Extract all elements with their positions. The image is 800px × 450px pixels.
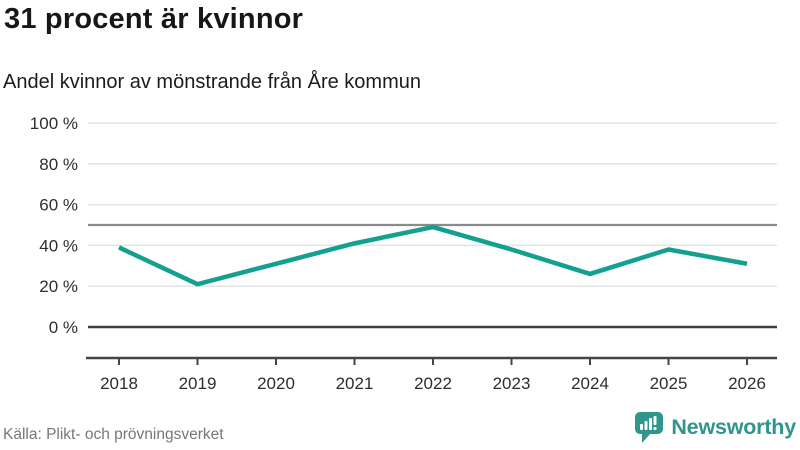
svg-text:2018: 2018 [100, 374, 138, 393]
newsworthy-logo-icon [635, 412, 664, 443]
svg-text:2020: 2020 [257, 374, 295, 393]
svg-text:2019: 2019 [179, 374, 217, 393]
svg-text:20 %: 20 % [39, 277, 78, 296]
y-axis-labels: 0 % 20 % 40 % 60 % 80 % 100 % [30, 114, 78, 337]
brand-name: Newsworthy [671, 415, 796, 439]
svg-text:60 %: 60 % [39, 196, 78, 215]
svg-text:80 %: 80 % [39, 155, 78, 174]
svg-text:40 %: 40 % [39, 236, 78, 255]
x-axis-labels: 2018 2019 2020 2021 2022 2023 2024 2025 2026 [100, 374, 766, 393]
gridlines [88, 122, 777, 287]
svg-text:2022: 2022 [414, 374, 452, 393]
chart-subtitle: Andel kvinnor av mönstrande från Åre kom… [3, 71, 421, 93]
x-axis [86, 356, 777, 365]
svg-text:2024: 2024 [571, 374, 609, 393]
svg-text:2025: 2025 [650, 374, 688, 393]
svg-text:2026: 2026 [728, 374, 766, 393]
svg-text:100 %: 100 % [30, 114, 78, 133]
svg-text:0 %: 0 % [49, 318, 78, 337]
chart-title: 31 procent är kvinnor [4, 3, 304, 35]
svg-text:2021: 2021 [336, 374, 374, 393]
source-label: Källa: Plikt- och prövningsverket [3, 426, 224, 443]
data-line [118, 224, 748, 287]
svg-text:2023: 2023 [493, 374, 531, 393]
newsworthy-logo: Newsworthy [634, 411, 796, 444]
